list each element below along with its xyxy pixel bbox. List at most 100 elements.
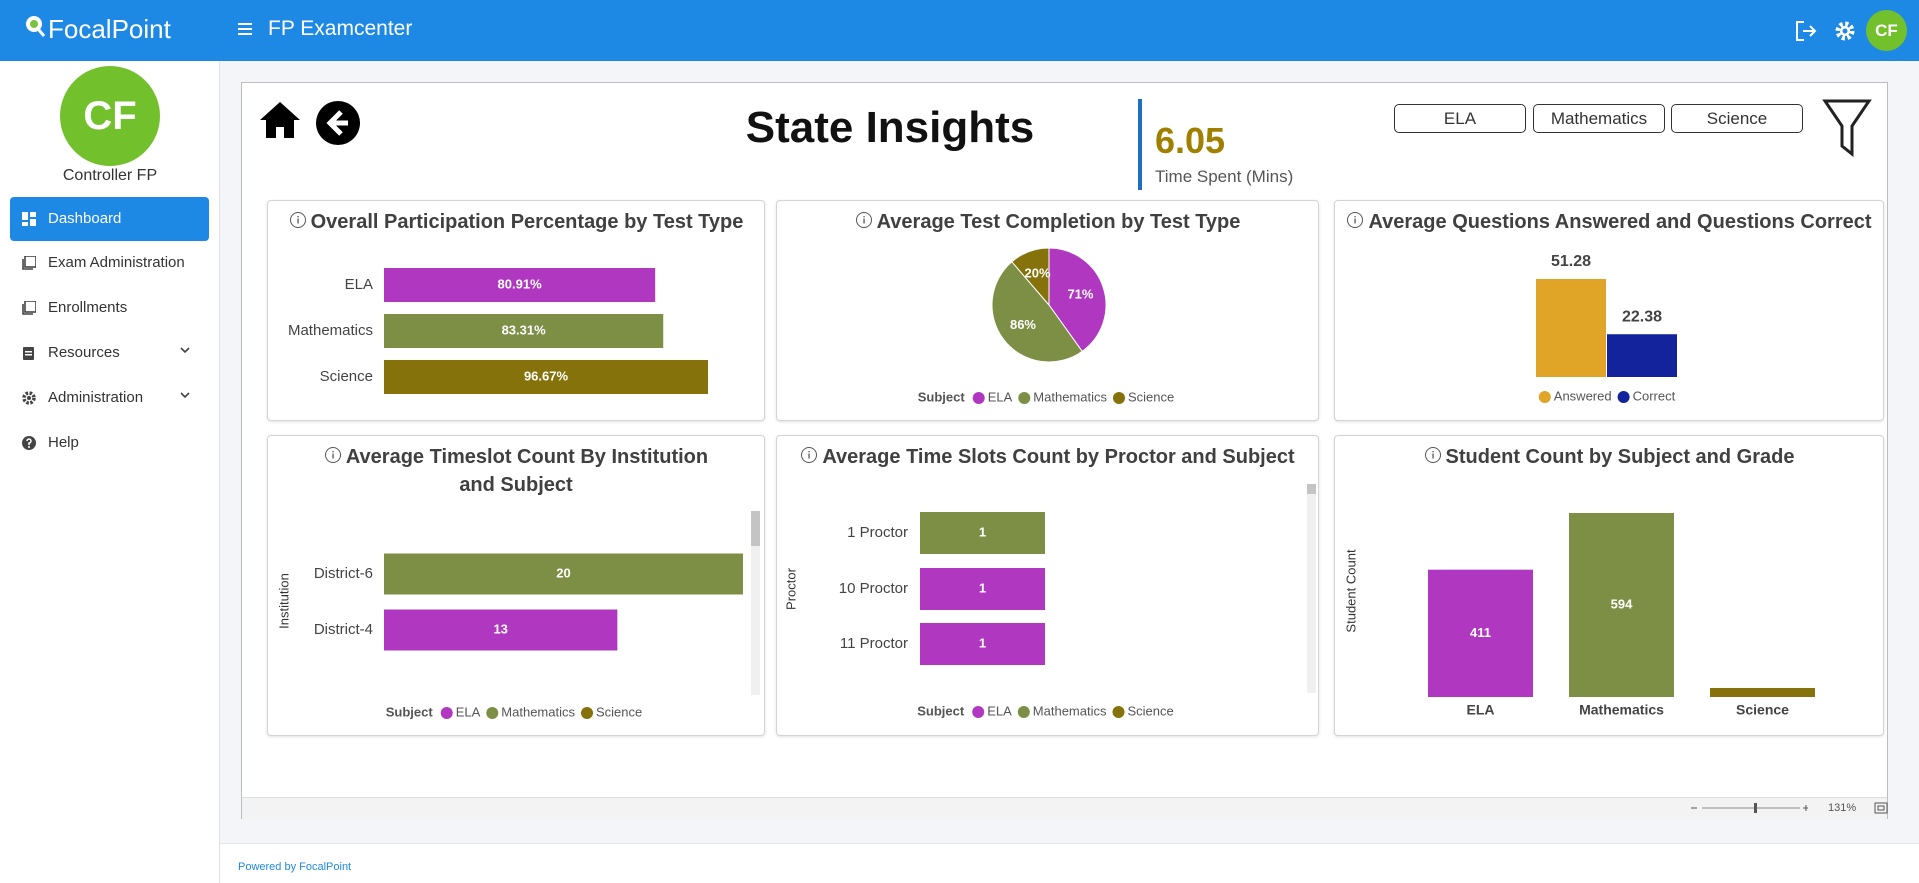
axis-title: Proctor bbox=[783, 567, 798, 610]
legend-label: Correct bbox=[1633, 388, 1676, 403]
report-toolbar bbox=[242, 797, 1887, 819]
footer[interactable]: Powered by FocalPoint bbox=[238, 861, 352, 873]
chart-title-text: Average Timeslot Count By Institution an… bbox=[345, 446, 709, 496]
top-bar: FocalPoint FP Examcenter CF bbox=[0, 0, 1919, 61]
pie-slice bbox=[991, 261, 1083, 363]
back-icon[interactable] bbox=[315, 100, 361, 146]
info-bar bbox=[1354, 218, 1357, 224]
info-circle bbox=[324, 447, 341, 463]
menu-icon[interactable] bbox=[238, 22, 254, 36]
legend-swatch bbox=[972, 706, 985, 718]
category-label: Mathematics bbox=[288, 322, 373, 339]
chart-title: Average Test Completion by Test Type bbox=[777, 208, 1318, 236]
info-bar bbox=[297, 218, 299, 224]
data-label: 96.67% bbox=[524, 368, 569, 383]
data-label: 20% bbox=[1024, 265, 1050, 280]
profile-avatar: CF bbox=[60, 66, 160, 166]
nav-item[interactable]: Resources bbox=[10, 331, 209, 375]
logo-icon bbox=[26, 16, 46, 37]
zoom-slider[interactable] bbox=[1688, 800, 1808, 816]
data-label: 71% bbox=[1067, 286, 1093, 301]
chart-card: Institution District-6 20 District-4 13 Subje… bbox=[267, 435, 765, 736]
legend: Subject ELA Mathematics Science bbox=[386, 704, 643, 719]
logo[interactable]: FocalPoint bbox=[48, 14, 171, 44]
nav-item[interactable]: Dashboard bbox=[10, 197, 209, 241]
nav-icon bbox=[22, 256, 36, 270]
bar bbox=[384, 553, 743, 595]
info-dot bbox=[808, 451, 811, 453]
kpi-divider bbox=[1138, 99, 1142, 190]
nav-item[interactable]: Enrollments bbox=[10, 286, 209, 330]
info-dot bbox=[332, 451, 334, 453]
nav-label: Dashboard bbox=[48, 210, 122, 227]
bar bbox=[384, 609, 618, 651]
logout-icon[interactable] bbox=[1794, 19, 1818, 43]
data-label: 411 bbox=[1470, 625, 1491, 640]
settings-icon[interactable] bbox=[1834, 20, 1856, 42]
legend-label: Answered bbox=[1554, 388, 1612, 403]
nav-label: Help bbox=[48, 434, 79, 451]
data-label: 83.31% bbox=[502, 322, 547, 337]
legend-title: Subject bbox=[386, 704, 434, 719]
legend-swatch bbox=[1017, 706, 1030, 718]
filter-icon[interactable] bbox=[1822, 98, 1872, 158]
nav-icon bbox=[22, 436, 36, 450]
data-label: 80.91% bbox=[498, 276, 543, 291]
info-icon bbox=[324, 447, 341, 463]
fit-icon[interactable] bbox=[1874, 802, 1888, 814]
legend-swatch bbox=[1617, 391, 1630, 403]
data-label: 86% bbox=[1010, 317, 1036, 332]
info-icon bbox=[1347, 212, 1364, 228]
data-label: 51.28 bbox=[1551, 253, 1591, 270]
legend-swatch bbox=[486, 707, 499, 719]
data-label: 20 bbox=[556, 565, 570, 580]
bar bbox=[920, 512, 1045, 554]
legend-label: Science bbox=[1128, 703, 1174, 718]
avatar[interactable]: CF bbox=[1866, 10, 1907, 51]
legend: Subject ELA Mathematics Science bbox=[918, 389, 1175, 404]
nav-icon bbox=[22, 212, 36, 226]
legend-label: ELA bbox=[987, 703, 1012, 718]
category-label: Mathematics bbox=[1579, 702, 1664, 718]
filter-button[interactable]: ELA bbox=[1394, 104, 1526, 133]
info-circle bbox=[1424, 447, 1441, 463]
filter-button[interactable]: Science bbox=[1671, 104, 1803, 133]
category-label: ELA bbox=[1467, 702, 1495, 718]
chart: Proctor 1 Proctor 1 10 Proctor 1 11 Proctor 1 S… bbox=[783, 484, 1316, 718]
chart-title: Student Count by Subject and Grade bbox=[1335, 443, 1883, 471]
legend-label: Science bbox=[1128, 389, 1174, 404]
category-label: Science bbox=[1736, 702, 1789, 718]
legend-label: Mathematics bbox=[1033, 703, 1107, 718]
info-bar bbox=[332, 453, 334, 459]
nav-item[interactable]: Exam Administration bbox=[10, 241, 209, 285]
chevron bbox=[180, 347, 190, 354]
info-dot bbox=[863, 216, 865, 218]
nav-item[interactable]: Help bbox=[10, 421, 209, 465]
data-label: 22.38 bbox=[1622, 308, 1662, 325]
chart-card: 51.28 22.38 Answered Correct Average Questio… bbox=[1334, 200, 1884, 421]
chart-card: Student Count 411 ELA 594 Mathematics Science… bbox=[1334, 435, 1884, 736]
info-bar bbox=[863, 218, 865, 224]
bar bbox=[1428, 569, 1533, 697]
category-label: 10 Proctor bbox=[839, 580, 908, 597]
home-icon[interactable] bbox=[258, 100, 302, 140]
chart-title: Average Timeslot Count By Institution an… bbox=[306, 443, 726, 499]
filter-button[interactable]: Mathematics bbox=[1533, 104, 1665, 133]
bar bbox=[920, 623, 1045, 665]
info-circle bbox=[1347, 212, 1364, 228]
category-label: 1 Proctor bbox=[847, 524, 908, 541]
nav-item[interactable]: Administration bbox=[10, 376, 209, 420]
bar bbox=[1710, 688, 1815, 697]
chart-card: ELA 80.91% Mathematics 83.31% Science 96.67% O… bbox=[267, 200, 765, 421]
chart: Student Count 411 ELA 594 Mathematics Science bbox=[1343, 513, 1815, 718]
nav-label: Enrollments bbox=[48, 299, 128, 316]
bar bbox=[920, 568, 1045, 610]
data-label: 1 bbox=[979, 580, 986, 595]
bar bbox=[1607, 334, 1677, 377]
app-title: FP Examcenter bbox=[268, 17, 413, 40]
info-circle bbox=[855, 212, 872, 228]
info-icon bbox=[801, 447, 818, 463]
legend-swatch bbox=[972, 392, 985, 404]
category-label: District-4 bbox=[314, 621, 373, 638]
